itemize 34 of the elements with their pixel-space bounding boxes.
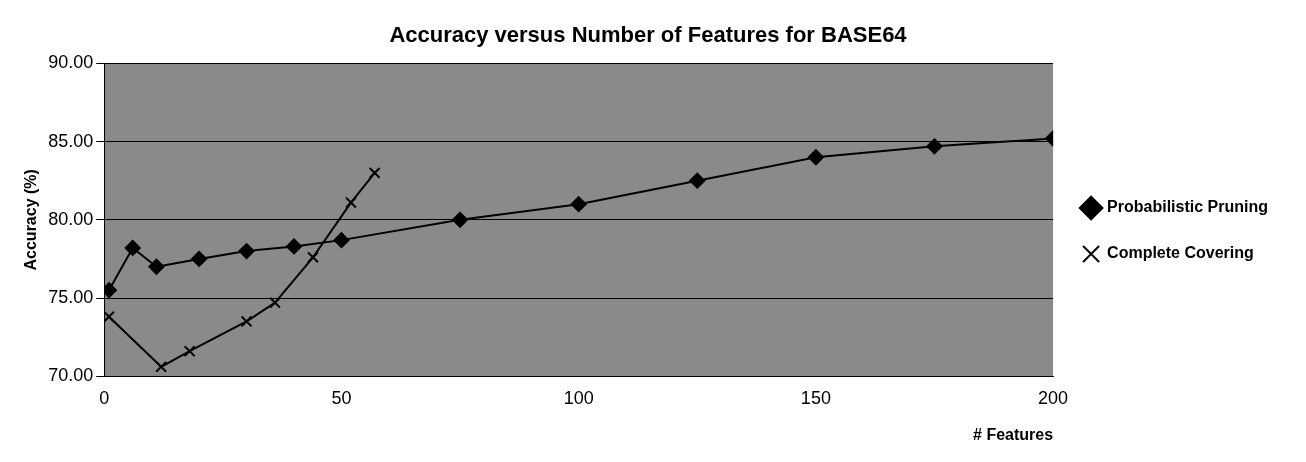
point	[368, 166, 381, 179]
y-tick-label: 80.00	[48, 208, 94, 229]
legend-label: Probabilistic Pruning	[1107, 198, 1268, 216]
point	[570, 196, 587, 213]
point	[307, 251, 319, 264]
y-tick-label: 70.00	[48, 365, 94, 386]
point	[155, 360, 168, 373]
point	[333, 232, 350, 249]
x-tick-label: 150	[800, 388, 831, 409]
y-tick-label: 85.00	[48, 130, 94, 151]
point	[148, 258, 165, 275]
point	[452, 211, 469, 228]
point	[238, 243, 255, 260]
x-tick-label: 200	[1038, 388, 1069, 409]
y-axis-title: Accuracy (%)	[22, 169, 40, 271]
point	[345, 196, 357, 209]
x-axis-title: # Features	[973, 425, 1054, 443]
x-tick-label: 50	[331, 388, 352, 409]
point	[286, 238, 303, 255]
point	[183, 345, 196, 358]
point	[689, 172, 706, 189]
point	[240, 315, 253, 328]
y-tick-label: 75.00	[48, 286, 94, 307]
chart-title: Accuracy versus Number of Features for BASE64	[389, 22, 908, 48]
legend-label: Complete Covering	[1107, 244, 1254, 262]
point	[926, 138, 943, 155]
point	[807, 149, 824, 166]
point	[191, 250, 208, 267]
point	[269, 296, 281, 309]
point	[124, 239, 141, 256]
x-tick-label: 0	[99, 388, 110, 409]
x-tick-label: 100	[563, 388, 594, 409]
point	[104, 310, 115, 323]
y-tick-label: 90.00	[48, 52, 94, 73]
